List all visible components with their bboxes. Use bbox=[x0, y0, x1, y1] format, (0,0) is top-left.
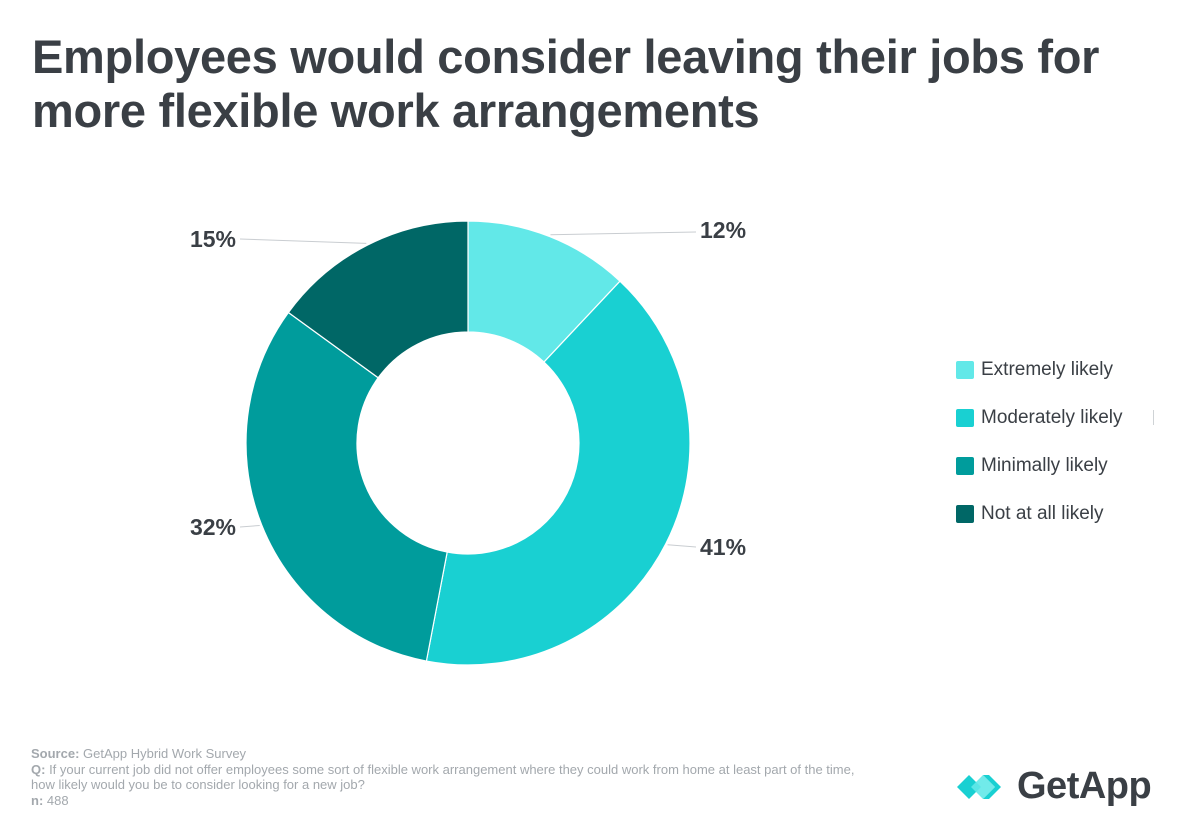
chart-legend: Extremely likely Moderately likely Minim… bbox=[956, 358, 1123, 550]
chart-title: Employees would consider leaving their j… bbox=[32, 30, 1100, 137]
legend-label: Minimally likely bbox=[981, 455, 1108, 476]
question-line: Q: If your current job did not offer emp… bbox=[31, 762, 871, 793]
leader-line bbox=[667, 544, 697, 548]
getapp-wordmark: GetApp bbox=[1017, 765, 1152, 807]
donut-slice-moderately-likely bbox=[425, 280, 691, 666]
legend-swatch bbox=[956, 361, 974, 379]
legend-label: Extremely likely bbox=[981, 359, 1113, 380]
legend-divider-tick bbox=[1153, 410, 1154, 425]
getapp-chevrons-icon bbox=[957, 774, 1001, 799]
question-label: Q: bbox=[31, 761, 46, 777]
legend-item-minimally-likely: Minimally likely bbox=[956, 454, 1123, 478]
legend-item-moderately-likely: Moderately likely bbox=[956, 406, 1123, 430]
sample-size-line: n: 488 bbox=[31, 793, 871, 809]
question-text: If your current job did not offer employ… bbox=[31, 761, 855, 793]
legend-label: Not at all likely bbox=[981, 503, 1104, 524]
sample-size-text: 488 bbox=[43, 792, 69, 808]
legend-item-extremely-likely: Extremely likely bbox=[956, 358, 1123, 382]
donut-slice-not-at-all-likely bbox=[287, 220, 469, 379]
data-label: 41% bbox=[700, 534, 746, 560]
footnote: Source: GetApp Hybrid Work Survey Q: If … bbox=[31, 746, 871, 808]
sample-size-label: n: bbox=[31, 792, 44, 808]
source-line: Source: GetApp Hybrid Work Survey bbox=[31, 746, 871, 762]
leader-line bbox=[550, 231, 697, 236]
data-label: 12% bbox=[700, 217, 746, 243]
leader-line bbox=[239, 238, 367, 244]
legend-swatch bbox=[956, 409, 974, 427]
source-label: Source: bbox=[31, 746, 80, 761]
legend-swatch bbox=[956, 457, 974, 475]
legend-item-not-at-all-likely: Not at all likely bbox=[956, 502, 1123, 526]
legend-swatch bbox=[956, 505, 974, 523]
source-text: GetApp Hybrid Work Survey bbox=[79, 746, 247, 761]
data-label: 32% bbox=[190, 514, 236, 540]
data-label: 15% bbox=[190, 226, 236, 252]
leader-line bbox=[239, 524, 260, 528]
donut-slice-minimally-likely bbox=[245, 311, 448, 662]
legend-label: Moderately likely bbox=[981, 407, 1123, 428]
getapp-logo: GetApp bbox=[955, 765, 1152, 808]
